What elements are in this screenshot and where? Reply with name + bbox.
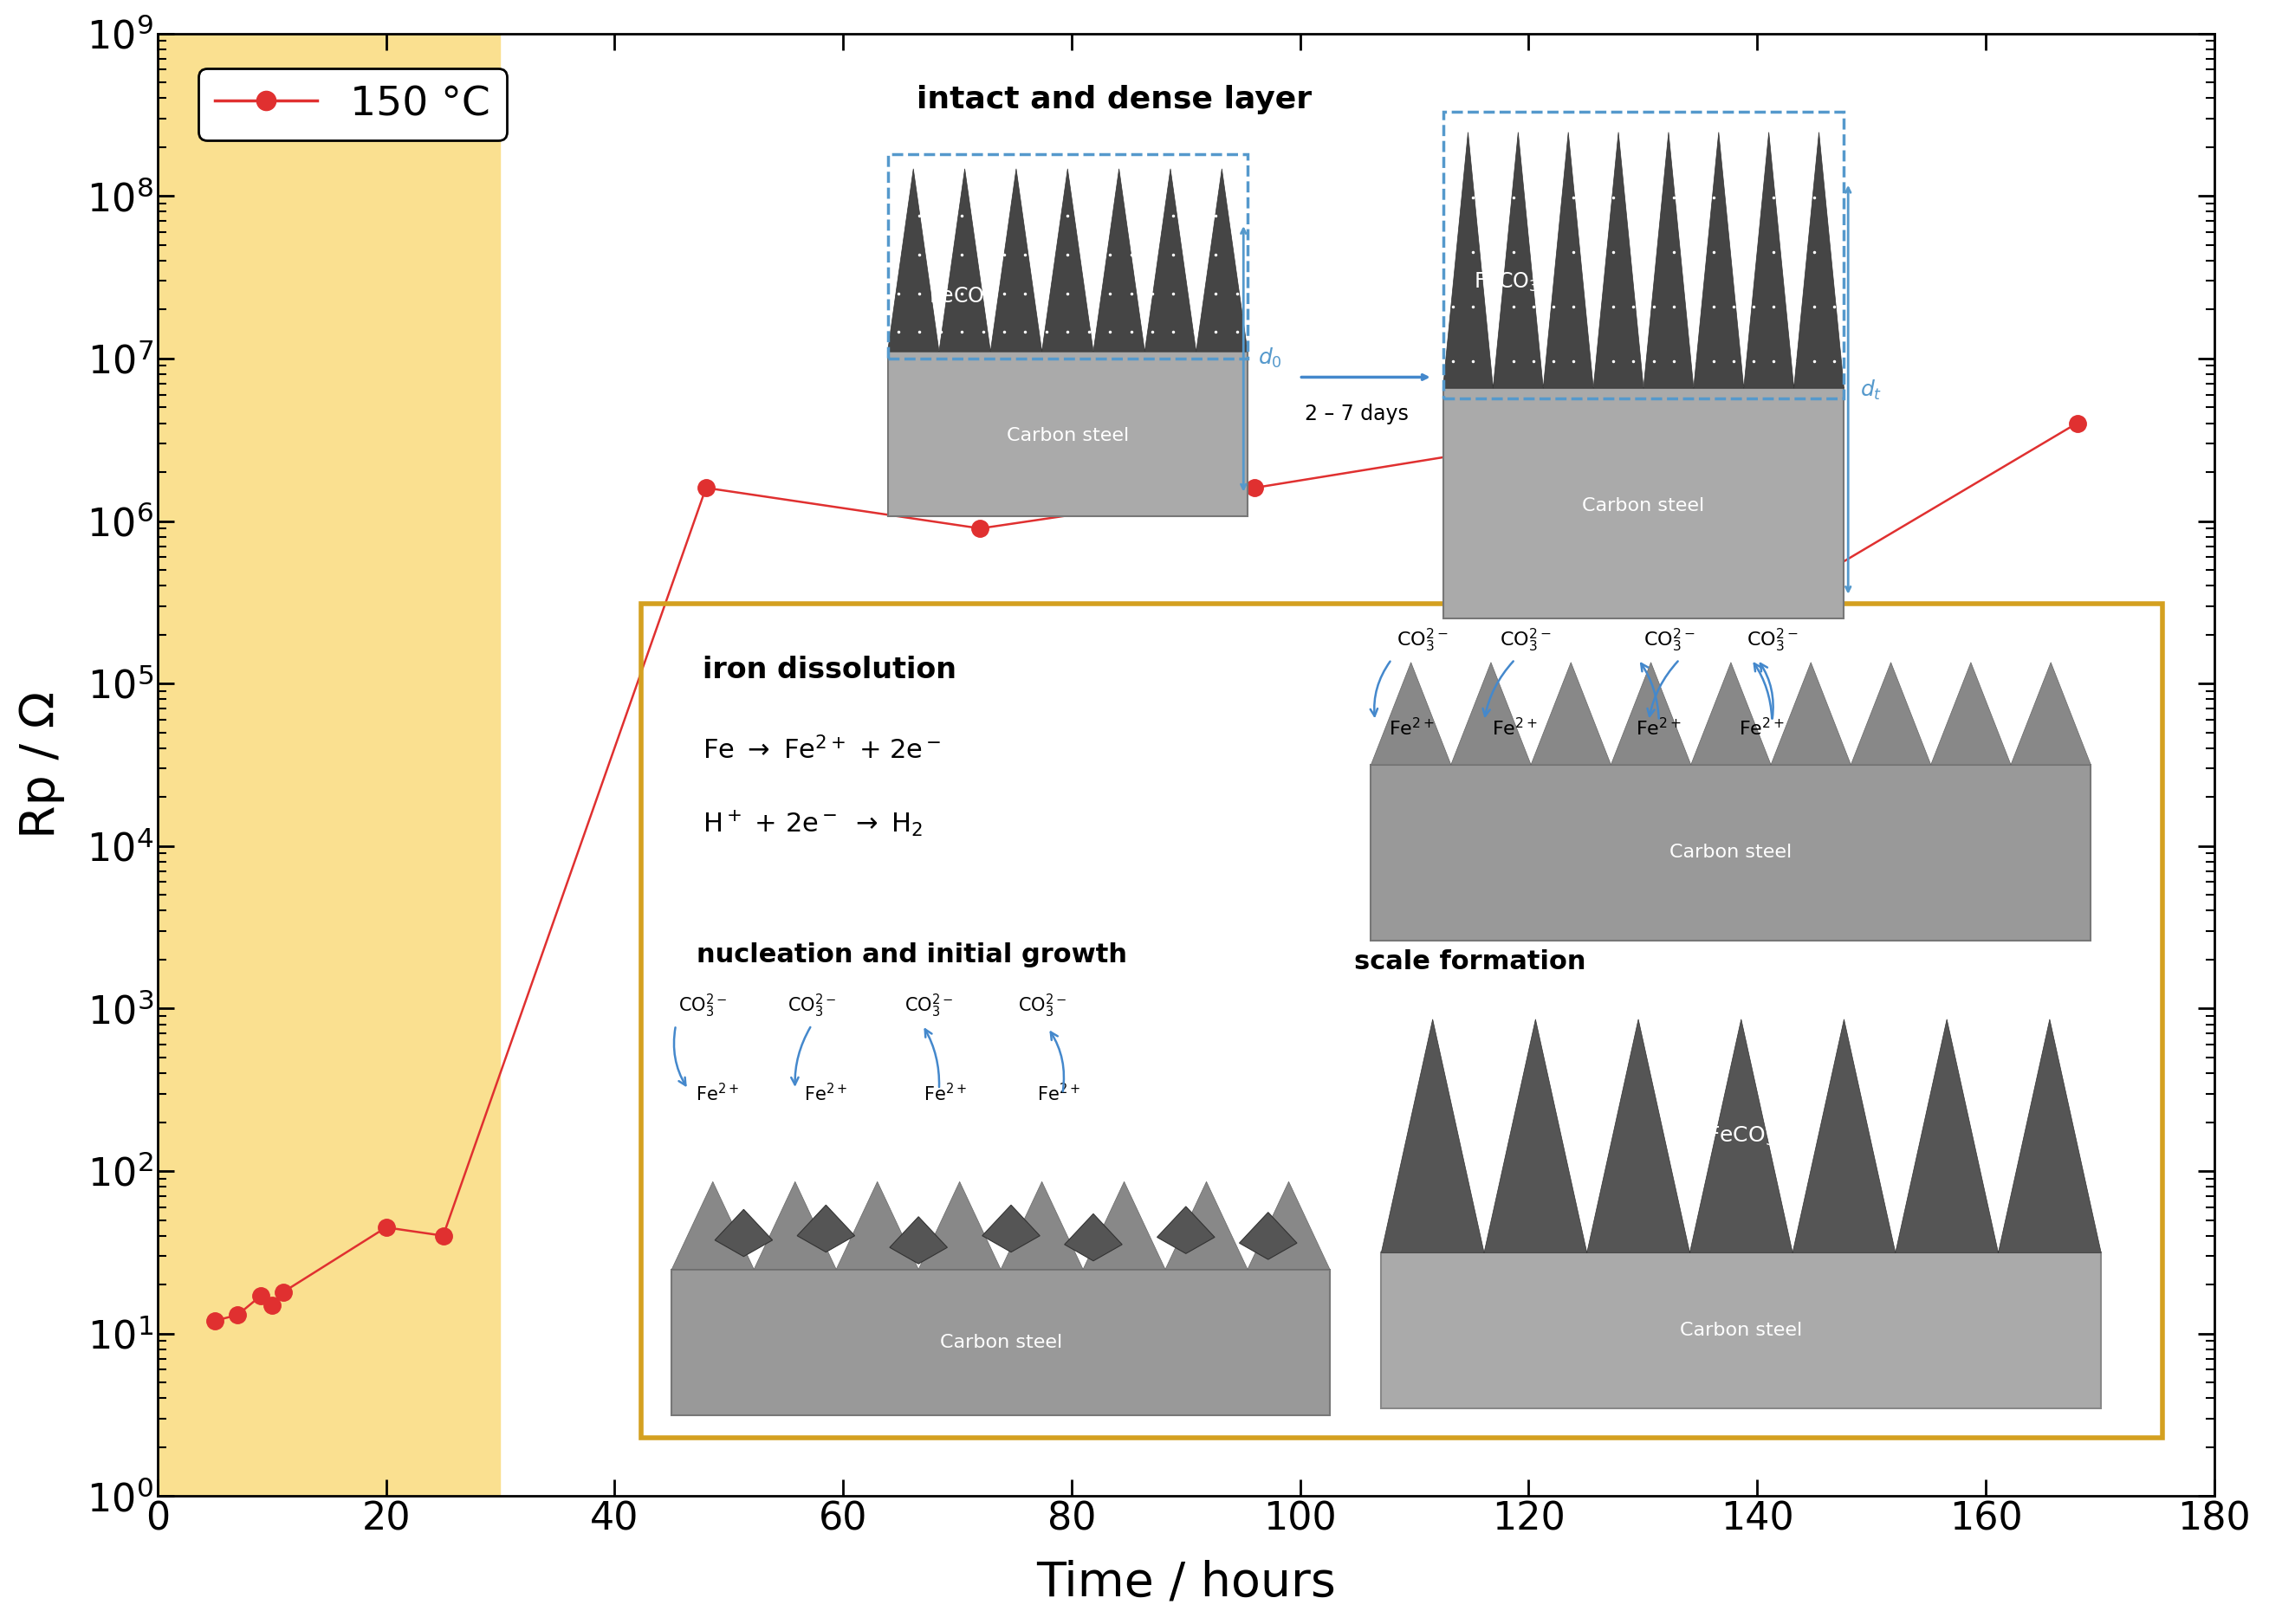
Text: FeCO$_3$: FeCO$_3$ <box>1475 271 1538 294</box>
Text: CO$_3^{2-}$: CO$_3^{2-}$ <box>905 992 953 1020</box>
Text: Fe$^{2+}$: Fe$^{2+}$ <box>1389 718 1434 739</box>
FancyArrowPatch shape <box>1051 1033 1064 1091</box>
Text: Fe$^{2+}$: Fe$^{2+}$ <box>1636 718 1681 739</box>
Text: CO$_3^{2-}$: CO$_3^{2-}$ <box>787 992 835 1020</box>
Text: FeCO$_3$: FeCO$_3$ <box>1706 1125 1774 1147</box>
Text: Carbon steel: Carbon steel <box>1581 497 1704 515</box>
FancyBboxPatch shape <box>887 351 1248 516</box>
Polygon shape <box>1239 1213 1298 1260</box>
Bar <box>157 34 499 1496</box>
Text: H$^+$ + 2e$^-$ $\rightarrow$ H$_2$: H$^+$ + 2e$^-$ $\rightarrow$ H$_2$ <box>703 809 923 838</box>
Text: Fe$^{2+}$: Fe$^{2+}$ <box>803 1083 849 1104</box>
Text: CO$_3^{2-}$: CO$_3^{2-}$ <box>678 992 726 1020</box>
Polygon shape <box>1157 1207 1214 1254</box>
Text: nucleation and initial growth: nucleation and initial growth <box>697 942 1128 968</box>
Text: CO$_3^{2-}$: CO$_3^{2-}$ <box>1017 992 1066 1020</box>
Text: Fe$^{2+}$: Fe$^{2+}$ <box>1738 718 1786 739</box>
Polygon shape <box>1064 1213 1123 1260</box>
FancyArrowPatch shape <box>926 1030 939 1086</box>
Text: CO$_3^{2-}$: CO$_3^{2-}$ <box>1747 627 1797 654</box>
FancyArrowPatch shape <box>1647 661 1677 716</box>
Polygon shape <box>715 1210 771 1257</box>
FancyArrowPatch shape <box>1640 664 1659 718</box>
Text: Fe$^{2+}$: Fe$^{2+}$ <box>1037 1083 1080 1104</box>
Text: Fe$^{2+}$: Fe$^{2+}$ <box>1493 718 1538 739</box>
Text: intact and dense layer: intact and dense layer <box>917 84 1311 114</box>
Text: CO$_3^{2-}$: CO$_3^{2-}$ <box>1643 627 1695 654</box>
Polygon shape <box>1443 132 1845 388</box>
Legend: 150 °C: 150 °C <box>197 68 506 140</box>
Polygon shape <box>1382 1020 2101 1252</box>
Text: CO$_3^{2-}$: CO$_3^{2-}$ <box>1398 627 1448 654</box>
FancyBboxPatch shape <box>1370 765 2090 940</box>
Text: 2 – 7 days: 2 – 7 days <box>1305 403 1409 424</box>
Text: Carbon steel: Carbon steel <box>1007 427 1128 445</box>
FancyArrowPatch shape <box>1754 664 1772 718</box>
Polygon shape <box>796 1205 855 1252</box>
Text: Fe$^{2+}$: Fe$^{2+}$ <box>694 1083 737 1104</box>
X-axis label: Time / hours: Time / hours <box>1037 1559 1336 1606</box>
Y-axis label: Rp / Ω: Rp / Ω <box>18 692 66 838</box>
Polygon shape <box>889 1216 946 1263</box>
FancyArrowPatch shape <box>1370 661 1391 716</box>
FancyBboxPatch shape <box>1382 1252 2101 1408</box>
Text: FeCO$_3$: FeCO$_3$ <box>928 286 994 309</box>
Polygon shape <box>672 1182 1330 1270</box>
Text: Fe $\rightarrow$ Fe$^{2+}$ + 2e$^-$: Fe $\rightarrow$ Fe$^{2+}$ + 2e$^-$ <box>703 736 942 765</box>
FancyArrowPatch shape <box>1484 661 1513 716</box>
Polygon shape <box>982 1205 1039 1252</box>
FancyBboxPatch shape <box>1443 388 1845 619</box>
FancyArrowPatch shape <box>792 1028 810 1085</box>
Text: iron dissolution: iron dissolution <box>703 656 958 684</box>
Text: Carbon steel: Carbon steel <box>1679 1322 1802 1340</box>
Text: Carbon steel: Carbon steel <box>939 1333 1062 1351</box>
Text: scale formation: scale formation <box>1355 950 1586 974</box>
Text: $d_t$: $d_t$ <box>1861 378 1883 403</box>
Text: Fe$^{2+}$: Fe$^{2+}$ <box>923 1083 967 1104</box>
Text: Carbon steel: Carbon steel <box>1670 844 1793 861</box>
FancyArrowPatch shape <box>674 1028 685 1085</box>
FancyArrowPatch shape <box>1761 664 1772 718</box>
Polygon shape <box>887 169 1248 351</box>
Text: CO$_3^{2-}$: CO$_3^{2-}$ <box>1500 627 1552 654</box>
FancyBboxPatch shape <box>672 1270 1330 1416</box>
Text: $d_0$: $d_0$ <box>1257 346 1282 370</box>
Polygon shape <box>1370 663 2090 765</box>
